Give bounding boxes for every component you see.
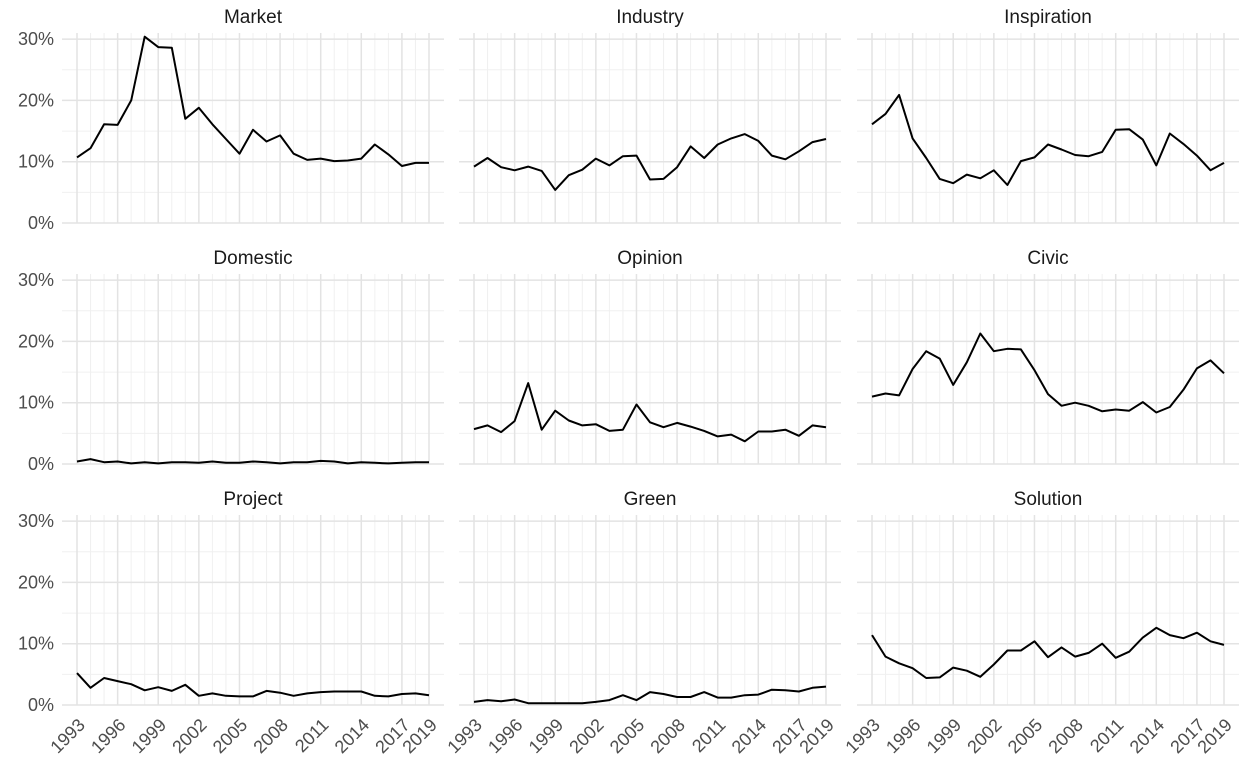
x-tick-label: 2002 xyxy=(565,715,607,757)
series-line-domestic xyxy=(76,458,429,465)
x-tick-label: 1993 xyxy=(443,715,485,757)
x-tick-label: 1996 xyxy=(87,715,129,757)
panel-market: Market 0% 10% 20% 30% xyxy=(18,7,444,233)
x-tick-label: 2014 xyxy=(331,715,373,757)
panel-title: Market xyxy=(224,7,283,28)
panel-title: Civic xyxy=(1027,248,1068,269)
x-tick-label: 2008 xyxy=(1044,715,1086,757)
y-tick-label: 10% xyxy=(18,393,54,413)
x-tick-label: 1996 xyxy=(484,715,526,757)
x-tick-label: 2008 xyxy=(249,715,291,757)
x-tick-label: 2011 xyxy=(1086,715,1128,757)
panel-opinion: Opinion xyxy=(459,248,841,465)
panel-domestic: Domestic 0% 10% 20% 30% xyxy=(18,248,444,474)
x-tick-label: 2014 xyxy=(728,715,770,757)
series-line-market xyxy=(76,35,429,167)
x-tick-label: 2008 xyxy=(646,715,688,757)
y-tick-label: 10% xyxy=(18,634,54,654)
panel-project: Project0%10%20%30%1993199619992002200520… xyxy=(18,489,444,757)
y-tick-label: 20% xyxy=(18,90,54,110)
panel-title: Domestic xyxy=(213,248,292,269)
x-tick-label: 1999 xyxy=(128,715,170,757)
panel-industry: Industry xyxy=(459,7,841,224)
x-tick-label: 2005 xyxy=(606,715,648,757)
series-line-inspiration xyxy=(871,93,1225,186)
panel-civic: Civic xyxy=(857,248,1239,465)
y-tick-label: 20% xyxy=(18,331,54,351)
y-tick-label: 30% xyxy=(18,29,54,49)
x-tick-label: 1999 xyxy=(923,715,965,757)
series-line-industry xyxy=(473,133,827,191)
y-tick-label: 30% xyxy=(18,270,54,290)
x-tick-label: 1993 xyxy=(46,715,88,757)
x-tick-label: 2002 xyxy=(168,715,210,757)
x-tick-label: 1999 xyxy=(525,715,567,757)
y-tick-label: 20% xyxy=(18,572,54,592)
series-line-opinion xyxy=(473,382,827,443)
x-tick-label: 1996 xyxy=(882,715,924,757)
series-line-green xyxy=(473,685,827,705)
y-tick-label: 10% xyxy=(18,152,54,172)
y-tick-label: 0% xyxy=(28,213,54,233)
x-tick-label: 2005 xyxy=(209,715,251,757)
panel-title: Opinion xyxy=(617,248,683,269)
y-tick-label: 0% xyxy=(28,695,54,715)
series-line-project xyxy=(76,672,430,698)
x-tick-label: 2011 xyxy=(688,715,730,757)
panel-title: Solution xyxy=(1014,489,1083,510)
series-line-solution xyxy=(871,626,1225,679)
x-tick-label: 2002 xyxy=(963,715,1005,757)
x-tick-label: 1993 xyxy=(841,715,883,757)
series-line-civic xyxy=(871,332,1225,414)
panel-title: Project xyxy=(223,489,283,510)
y-tick-label: 30% xyxy=(18,511,54,531)
y-tick-label: 0% xyxy=(28,454,54,474)
panel-title: Inspiration xyxy=(1004,7,1092,28)
panel-title: Green xyxy=(624,489,677,510)
panel-title: Industry xyxy=(616,7,684,28)
x-tick-label: 2014 xyxy=(1126,715,1168,757)
x-tick-label: 2005 xyxy=(1004,715,1046,757)
panel-inspiration: Inspiration xyxy=(857,7,1239,224)
x-tick-label: 2011 xyxy=(291,715,333,757)
